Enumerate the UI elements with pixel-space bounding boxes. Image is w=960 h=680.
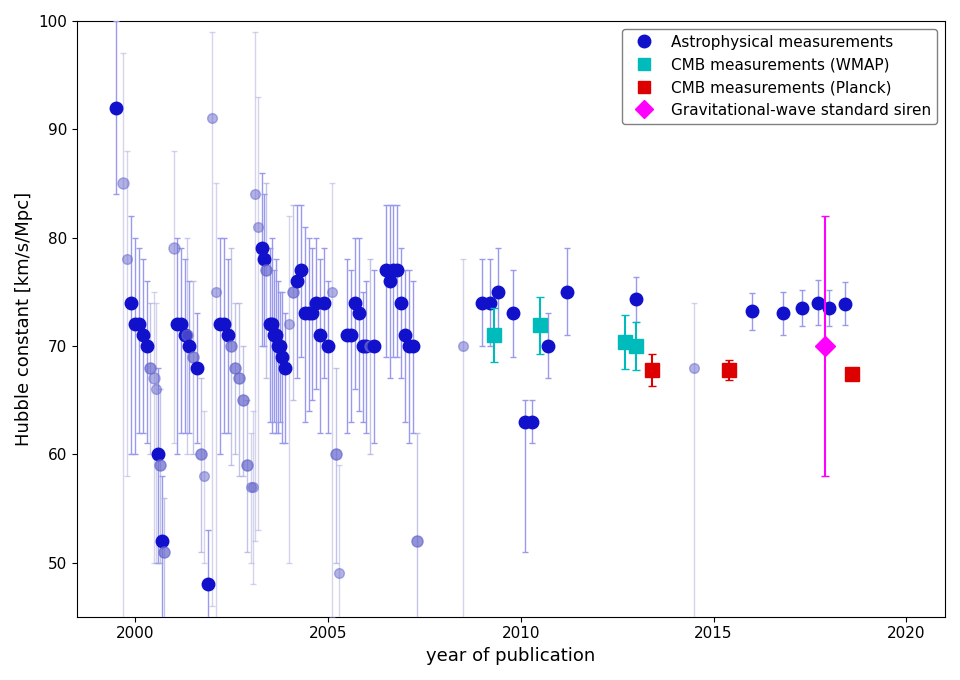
X-axis label: year of publication: year of publication <box>426 647 596 665</box>
Legend: Astrophysical measurements, CMB measurements (WMAP), CMB measurements (Planck), : Astrophysical measurements, CMB measurem… <box>622 29 937 124</box>
Y-axis label: Hubble constant [km/s/Mpc]: Hubble constant [km/s/Mpc] <box>15 192 33 446</box>
